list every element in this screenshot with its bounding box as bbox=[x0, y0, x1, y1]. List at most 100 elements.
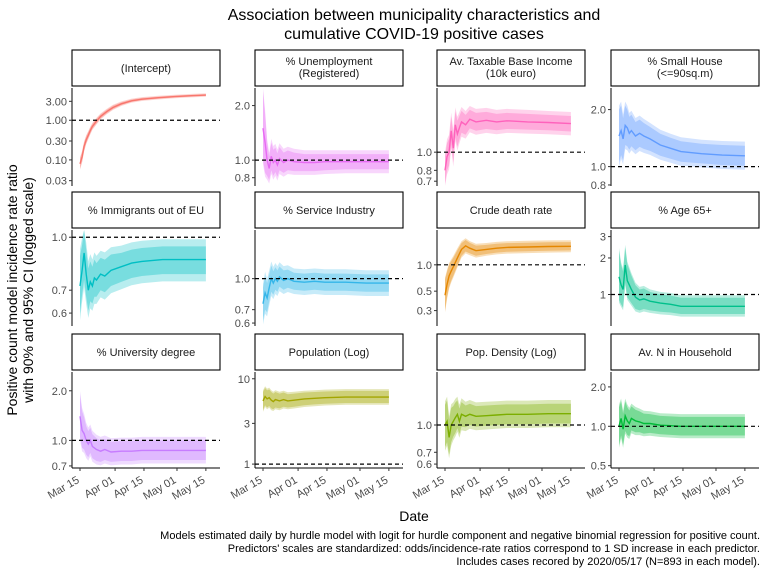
y-tick-label: 0.30 bbox=[46, 136, 67, 148]
estimate-line bbox=[618, 123, 745, 157]
x-tick-label: Apr 01 bbox=[83, 474, 117, 501]
chart-title-line-1: Association between municipality charact… bbox=[228, 7, 601, 24]
ci95-band bbox=[619, 101, 745, 170]
y-tick-label: 0.3 bbox=[417, 306, 432, 318]
facet-strip-label: % Service Industry bbox=[283, 205, 375, 217]
ci90-band bbox=[263, 265, 389, 321]
y-tick-label: 3.00 bbox=[46, 96, 67, 108]
facet-strip bbox=[436, 49, 586, 87]
facet-strip bbox=[71, 333, 221, 371]
facet-panel: (Intercept) 0.03 0.10 0.30 1.00 3.00 bbox=[46, 49, 221, 188]
x-tick-label: May 15 bbox=[535, 474, 572, 502]
y-tick-label: 0.7 bbox=[52, 285, 67, 297]
y-axis-title-line-1: Positive count model incidence rate rati… bbox=[4, 164, 20, 416]
x-tick-label: May 15 bbox=[709, 474, 746, 502]
ci90-band bbox=[445, 109, 571, 184]
ci95-band bbox=[445, 238, 571, 313]
x-tick-label: Apr 01 bbox=[448, 474, 482, 501]
ci90-band bbox=[80, 394, 206, 462]
estimate-line bbox=[618, 264, 745, 307]
ci90-band bbox=[80, 94, 206, 169]
ci95-band bbox=[263, 386, 389, 412]
y-tick-label: 0.6 bbox=[52, 308, 67, 320]
facet-strip bbox=[254, 49, 404, 87]
facet-panel: Crude death rate 0.3 0.5 1.0 bbox=[417, 191, 586, 326]
x-tick-label: Apr 15 bbox=[294, 474, 328, 501]
y-tick-label: 0.8 bbox=[591, 180, 606, 192]
y-tick-label: 1.0 bbox=[417, 147, 432, 159]
facet-strip bbox=[71, 191, 221, 229]
estimate-line bbox=[79, 94, 206, 165]
ci90-band bbox=[619, 401, 745, 445]
facet-strip bbox=[610, 191, 760, 229]
y-tick-label: 1.0 bbox=[591, 162, 606, 174]
y-tick-label: 0.7 bbox=[417, 447, 432, 459]
facet-panel: % Immigrants out of EU 0.6 0.7 1.0 bbox=[52, 191, 221, 326]
facet-strip-label: % Immigrants out of EU bbox=[88, 205, 204, 217]
y-tick-label: 0.10 bbox=[46, 155, 67, 167]
facet-strip-label: Av. N in Household bbox=[638, 347, 731, 359]
facet-strip bbox=[610, 333, 760, 371]
y-tick-label: 0.7 bbox=[52, 461, 67, 473]
caption-line-1: Models estimated daily by hurdle model w… bbox=[160, 530, 760, 542]
ci95-band bbox=[80, 93, 206, 170]
y-tick-label: 1.00 bbox=[46, 115, 67, 127]
ci90-band bbox=[263, 91, 389, 180]
chart-title-line-2: cumulative COVID-19 positive cases bbox=[284, 26, 544, 43]
facet-strip bbox=[71, 49, 221, 87]
x-tick-label: May 15 bbox=[353, 474, 390, 502]
estimate-line bbox=[79, 252, 206, 291]
ci90-band bbox=[619, 105, 745, 166]
facet-strip-label: % University degree bbox=[97, 347, 195, 359]
y-tick-label: 0.7 bbox=[235, 305, 250, 317]
x-tick-label: Apr 01 bbox=[622, 474, 656, 501]
facet-panel: % Small House(<=90sq.m) 0.8 1.0 2.0 bbox=[591, 49, 760, 192]
facet-strip-label: Av. Taxable Base Income bbox=[450, 56, 573, 68]
y-tick-label: 0.7 bbox=[417, 176, 432, 188]
y-tick-label: 0.5 bbox=[417, 286, 432, 298]
x-tick-label: Mar 15 bbox=[411, 474, 447, 502]
y-tick-label: 2.0 bbox=[591, 105, 606, 117]
y-tick-label: 2 bbox=[600, 253, 606, 265]
estimate-line bbox=[444, 118, 571, 171]
estimate-line bbox=[444, 412, 571, 438]
ci95-band bbox=[80, 230, 206, 321]
y-tick-label: 0.03 bbox=[46, 176, 67, 188]
y-tick-label: 1.0 bbox=[417, 420, 432, 432]
x-axis-title: Date bbox=[399, 508, 429, 524]
ci90-band bbox=[263, 388, 389, 410]
facet-strip-label: Pop. Density (Log) bbox=[465, 347, 556, 359]
facet-strip-label: % Unemployment bbox=[286, 56, 373, 68]
facet-panel: Av. N in Household 0.5 1.0 2.0 Mar 15 Apr 01A… bbox=[585, 333, 760, 503]
panels-group: (Intercept) 0.03 0.10 0.30 1.00 3.00 % Unemplo… bbox=[46, 49, 760, 503]
facet-strip-label: (Registered) bbox=[299, 68, 360, 80]
estimate-line bbox=[262, 128, 389, 169]
y-tick-label: 0.6 bbox=[417, 459, 432, 471]
ci95-band bbox=[619, 244, 745, 317]
y-tick-label: 3 bbox=[600, 232, 606, 244]
x-tick-label: Apr 15 bbox=[476, 474, 510, 501]
y-tick-label: 1 bbox=[600, 289, 606, 301]
facet-strip-label: (Intercept) bbox=[121, 63, 171, 75]
facet-strip-label: (10k euro) bbox=[486, 68, 536, 80]
y-tick-label: 2.0 bbox=[591, 382, 606, 394]
x-tick-label: Mar 15 bbox=[46, 474, 82, 502]
y-tick-label: 0.8 bbox=[235, 173, 250, 185]
y-axis-title-group: Positive count model incidence rate rati… bbox=[4, 164, 36, 416]
facet-panel: % Service Industry 0.60.7 1.0 bbox=[235, 191, 404, 330]
facet-strip bbox=[436, 333, 586, 371]
estimate-line bbox=[618, 413, 745, 430]
x-tick-label: Mar 15 bbox=[585, 474, 621, 502]
facet-strip-label: % Age 65+ bbox=[658, 205, 712, 217]
y-tick-label: 10 bbox=[238, 374, 250, 386]
y-tick-label: 1.0 bbox=[52, 435, 67, 447]
y-tick-label: 1.0 bbox=[52, 232, 67, 244]
facet-strip-label: % Small House bbox=[647, 56, 722, 68]
ci95-band bbox=[445, 106, 571, 186]
caption-line-3: Includes cases recored by 2020/05/17 (N=… bbox=[456, 556, 760, 568]
estimate-line bbox=[444, 244, 571, 296]
y-tick-label: 1 bbox=[244, 459, 250, 471]
facet-strip bbox=[254, 191, 404, 229]
